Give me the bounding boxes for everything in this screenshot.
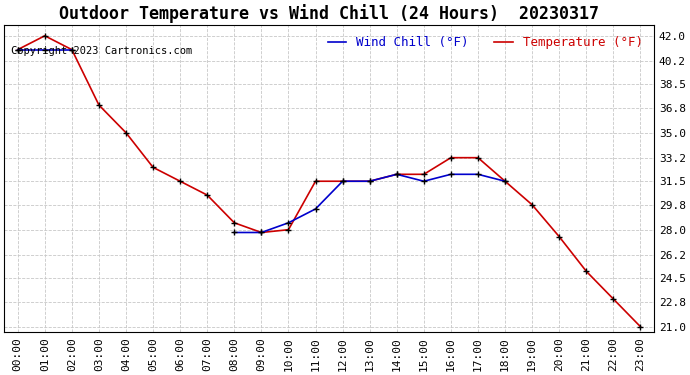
Text: Copyright 2023 Cartronics.com: Copyright 2023 Cartronics.com [10, 46, 192, 56]
Legend: Wind Chill (°F), Temperature (°F): Wind Chill (°F), Temperature (°F) [323, 31, 648, 54]
Title: Outdoor Temperature vs Wind Chill (24 Hours)  20230317: Outdoor Temperature vs Wind Chill (24 Ho… [59, 4, 599, 23]
